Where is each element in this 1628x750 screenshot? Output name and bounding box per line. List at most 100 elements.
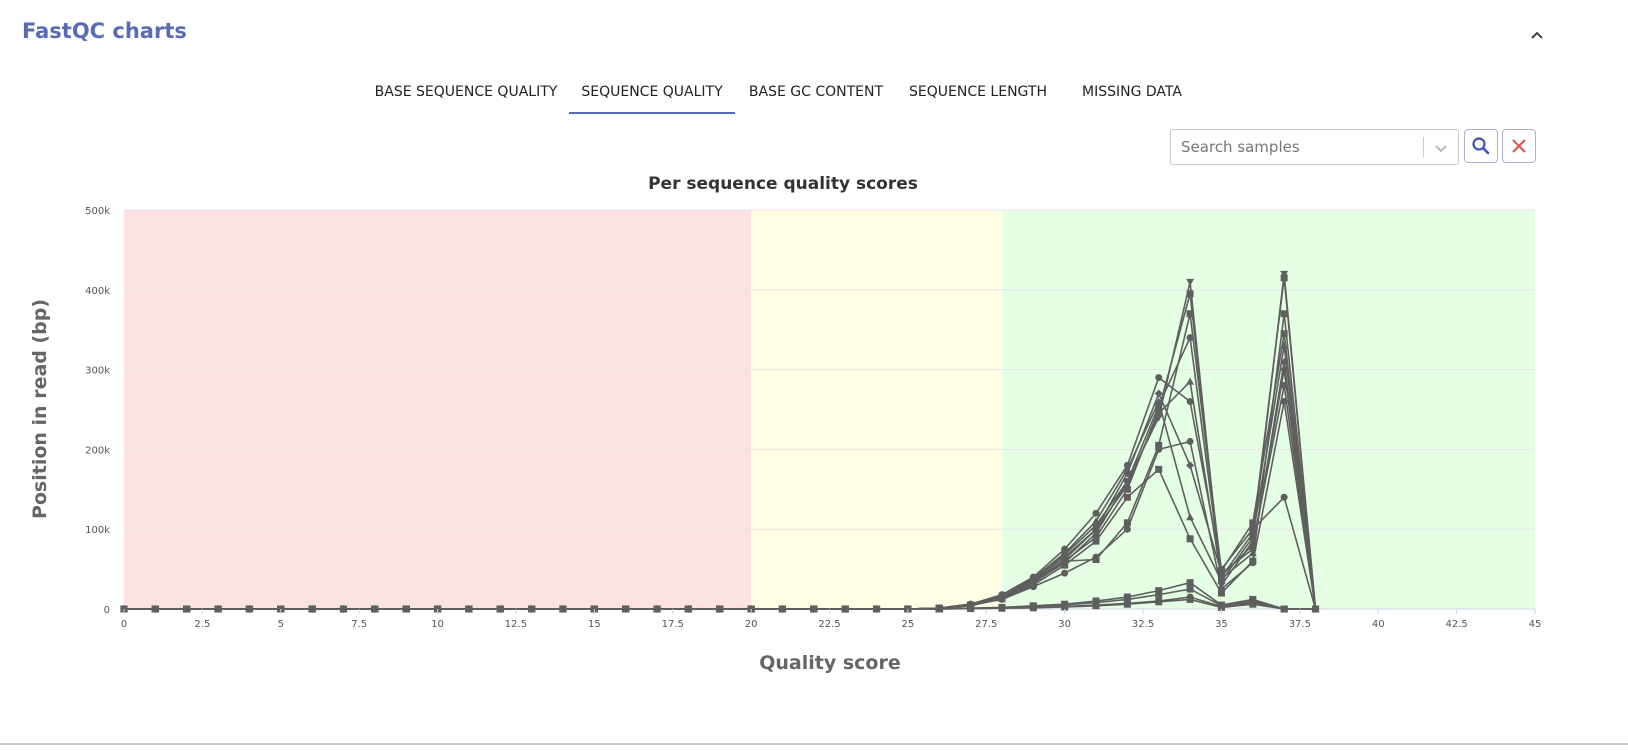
y-tick-label: 500k	[85, 206, 110, 217]
y-tick-label: 0	[104, 605, 110, 616]
data-point	[339, 605, 347, 613]
data-point	[1092, 602, 1100, 610]
data-point	[1155, 374, 1163, 382]
data-point	[1249, 559, 1257, 567]
quality-score-chart: 0 2.5 5 7.5 10 12.5 15 17.5 20 22.5 25 27.5 30 32.5 35…	[29, 174, 1542, 674]
data-point	[183, 605, 191, 613]
tab-missing-data[interactable]: MISSING DATA	[1082, 84, 1182, 100]
y-axis-label: Position in read (bp)	[29, 299, 51, 519]
panel-title: FastQC charts	[22, 19, 187, 43]
data-point	[402, 605, 410, 613]
tab-base-sequence-quality[interactable]: BASE SEQUENCE QUALITY	[374, 84, 558, 100]
data-point	[496, 605, 504, 613]
data-point	[559, 605, 567, 613]
data-point	[1154, 389, 1163, 398]
data-point	[214, 605, 222, 613]
data-point	[1029, 583, 1037, 591]
data-point	[1061, 569, 1069, 577]
data-point	[1186, 290, 1194, 298]
data-point	[1155, 598, 1163, 606]
data-point	[1123, 481, 1132, 489]
x-tick-label: 32.5	[1132, 619, 1154, 630]
tab-sequence-quality[interactable]: SEQUENCE QUALITY	[569, 78, 735, 114]
data-point	[684, 605, 692, 613]
tab-base-gc-content[interactable]: BASE GC CONTENT	[748, 84, 884, 100]
data-point	[1186, 377, 1195, 385]
x-tick-label: 42.5	[1445, 619, 1467, 630]
clear-search-button[interactable]	[1502, 129, 1536, 163]
x-axis-label: Quality score	[759, 652, 901, 674]
x-tick-label: 5	[278, 619, 284, 630]
data-point	[1312, 605, 1320, 613]
search-divider	[1423, 137, 1424, 158]
x-tick-label: 22.5	[818, 619, 840, 630]
data-point	[1186, 595, 1194, 603]
data-point	[1280, 310, 1288, 318]
band-fail	[124, 210, 752, 609]
series-13	[120, 595, 1320, 613]
data-point	[1186, 437, 1194, 445]
x-tick-label: 40	[1372, 619, 1385, 630]
search-input[interactable]	[1171, 130, 1441, 164]
data-point	[1061, 603, 1069, 611]
data-point	[1280, 330, 1288, 338]
data-point	[841, 605, 849, 613]
data-point	[810, 605, 818, 613]
x-tick-label: 12.5	[505, 619, 527, 630]
data-point	[151, 605, 159, 613]
x-tick-label: 45	[1529, 619, 1542, 630]
x-tick-label: 2.5	[194, 619, 210, 630]
tab-sequence-length[interactable]: SEQUENCE LENGTH	[909, 84, 1047, 100]
data-point	[1155, 402, 1163, 410]
data-point	[1092, 537, 1100, 545]
data-point	[1280, 605, 1288, 613]
x-tick-label: 17.5	[662, 619, 684, 630]
data-point	[528, 605, 536, 613]
data-point	[1186, 535, 1194, 543]
x-tick-label: 35	[1215, 619, 1228, 630]
data-point	[1155, 445, 1163, 453]
chart-title: Per sequence quality scores	[648, 174, 918, 194]
y-tick-label: 100k	[85, 525, 110, 536]
y-tick-label: 400k	[85, 286, 110, 297]
x-axis-ticks: 0 2.5 5 7.5 10 12.5 15 17.5 20 22.5 25 27.5 30 32.5 35…	[121, 609, 1542, 630]
x-tick-label: 25	[902, 619, 915, 630]
data-point	[1123, 600, 1131, 608]
data-point	[1186, 513, 1195, 521]
y-tick-label: 200k	[85, 445, 110, 456]
x-tick-label: 37.5	[1289, 619, 1311, 630]
data-point	[935, 605, 943, 613]
search-button[interactable]	[1464, 129, 1498, 163]
data-point	[1155, 441, 1163, 449]
sample-search[interactable]	[1170, 129, 1459, 165]
x-tick-label: 15	[588, 619, 601, 630]
data-point	[1123, 525, 1131, 533]
data-point	[967, 605, 975, 613]
search-icon	[1472, 137, 1490, 155]
data-point	[245, 605, 253, 613]
data-point	[1280, 398, 1288, 406]
data-point	[1186, 461, 1195, 470]
data-point	[1123, 595, 1131, 603]
band-warn	[751, 210, 1002, 609]
data-point	[1217, 585, 1225, 593]
data-point	[1123, 465, 1132, 473]
data-point	[873, 605, 881, 613]
data-point	[371, 605, 379, 613]
data-point	[1280, 357, 1289, 365]
data-point	[465, 605, 473, 613]
close-icon	[1512, 139, 1526, 153]
chevron-down-icon[interactable]	[1429, 136, 1453, 160]
data-point	[778, 605, 786, 613]
data-point	[1186, 278, 1195, 286]
data-point	[998, 595, 1006, 603]
data-point	[1123, 519, 1131, 527]
chevron-up-icon[interactable]	[1526, 24, 1548, 46]
data-point	[1217, 567, 1225, 575]
data-point	[1123, 493, 1131, 501]
data-point	[1092, 553, 1100, 561]
data-point	[1217, 589, 1225, 597]
data-point	[716, 605, 724, 613]
data-point	[1186, 398, 1194, 406]
